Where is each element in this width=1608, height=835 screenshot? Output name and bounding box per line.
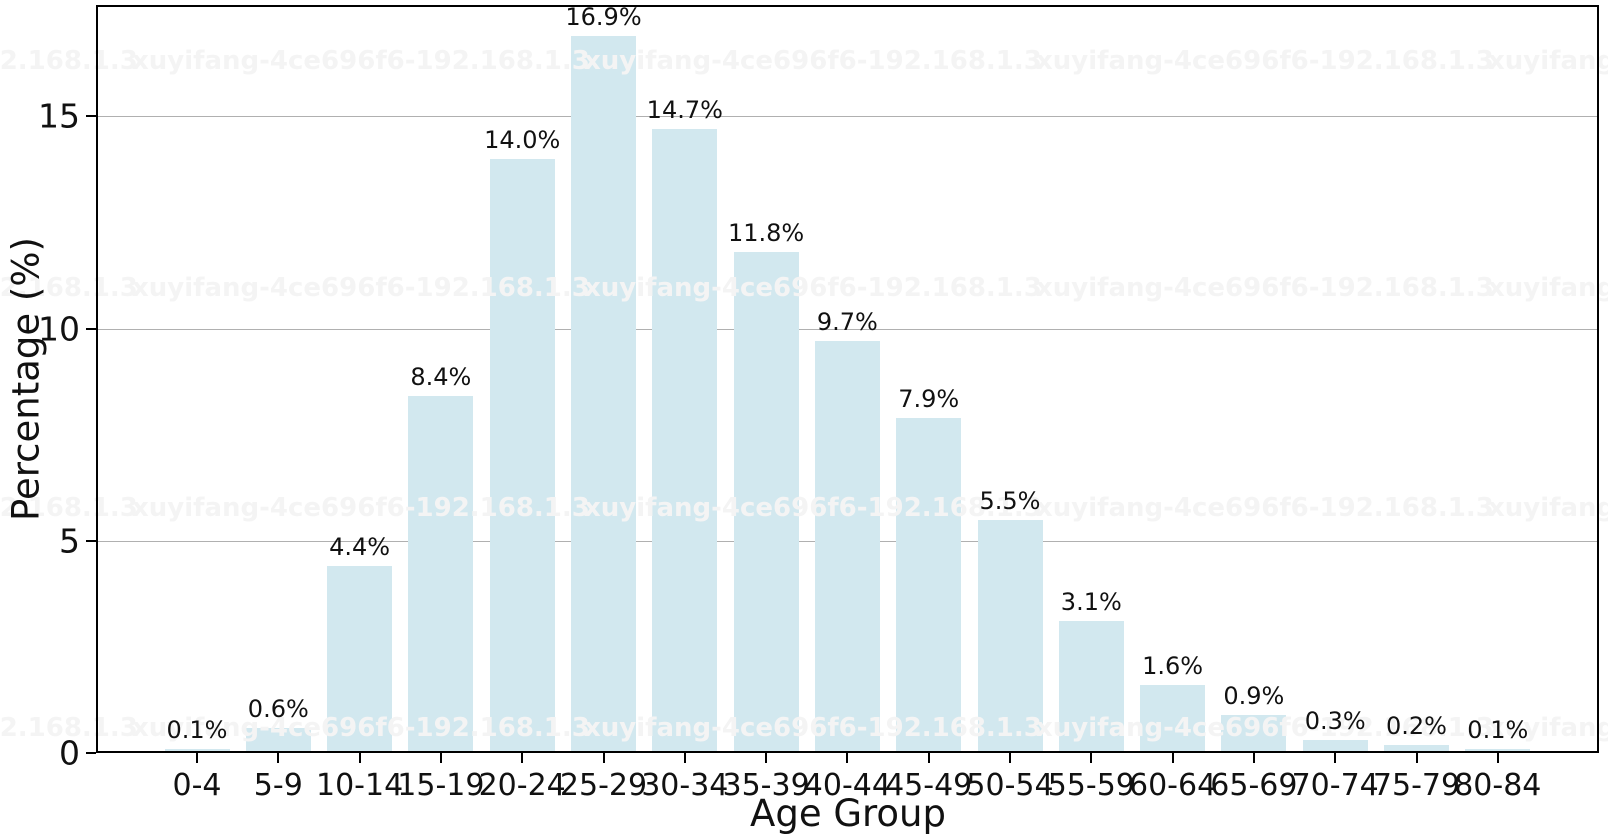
x-tick-mark bbox=[521, 753, 524, 763]
bar-30-34 bbox=[652, 129, 718, 753]
bar-value-label-65-69: 0.9% bbox=[1223, 681, 1285, 710]
x-tick-mark bbox=[602, 753, 605, 763]
gridline-y15 bbox=[96, 116, 1599, 118]
x-tick-label-15-19: 15-19 bbox=[397, 768, 485, 803]
y-tick-label-5: 5 bbox=[59, 521, 80, 561]
x-tick-label-35-39: 35-39 bbox=[722, 768, 810, 803]
bar-70-74 bbox=[1302, 740, 1368, 753]
x-tick-mark bbox=[1171, 753, 1174, 763]
plot-area bbox=[96, 5, 1599, 753]
bar-value-label-35-39: 11.8% bbox=[727, 219, 805, 248]
bar-value-label-5-9: 0.6% bbox=[247, 694, 309, 723]
x-tick-mark bbox=[846, 753, 849, 763]
bar-5-9 bbox=[245, 727, 311, 753]
x-tick-label-0-4: 0-4 bbox=[172, 768, 222, 803]
bar-value-label-75-79: 0.2% bbox=[1386, 711, 1447, 740]
gridline-y10 bbox=[96, 328, 1599, 330]
bar-value-label-10-14: 4.4% bbox=[329, 533, 391, 562]
bar-value-label-25-29: 16.9% bbox=[565, 2, 642, 31]
bar-40-44 bbox=[814, 341, 880, 753]
y-tick-mark bbox=[86, 115, 96, 118]
bar-35-39 bbox=[733, 252, 799, 753]
bar-value-label-15-19: 8.4% bbox=[410, 363, 472, 392]
x-tick-mark bbox=[1496, 753, 1499, 763]
bar-value-label-20-24: 14.0% bbox=[484, 125, 561, 154]
y-axis-title: Percentage (%) bbox=[4, 237, 48, 521]
x-tick-label-70-74: 70-74 bbox=[1291, 768, 1379, 803]
y-tick-label-10: 10 bbox=[38, 309, 80, 348]
bar-45-49 bbox=[896, 417, 962, 753]
bar-25-29 bbox=[571, 35, 636, 753]
bar-value-label-30-34: 14.7% bbox=[646, 95, 723, 124]
bar-60-64 bbox=[1140, 685, 1206, 753]
x-tick-mark bbox=[683, 753, 686, 763]
x-axis-title: Age Group bbox=[750, 792, 946, 835]
bar-value-label-40-44: 9.7% bbox=[816, 308, 878, 337]
bar-50-54 bbox=[977, 519, 1043, 753]
x-tick-mark bbox=[277, 753, 280, 763]
bar-value-label-80-84: 0.1% bbox=[1467, 715, 1529, 744]
bar-0-4 bbox=[164, 748, 230, 753]
x-tick-label-30-34: 30-34 bbox=[641, 768, 729, 803]
x-tick-mark bbox=[1415, 753, 1418, 763]
x-tick-mark bbox=[1090, 753, 1093, 763]
bar-10-14 bbox=[327, 566, 393, 753]
bar-value-label-0-4: 0.1% bbox=[166, 715, 228, 744]
x-tick-label-50-54: 50-54 bbox=[966, 768, 1054, 803]
bar-value-label-55-59: 3.1% bbox=[1060, 588, 1122, 617]
bar-value-label-70-74: 0.3% bbox=[1304, 707, 1366, 736]
bar-value-label-45-49: 7.9% bbox=[898, 384, 960, 413]
x-tick-label-55-59: 55-59 bbox=[1047, 768, 1135, 803]
x-tick-label-60-64: 60-64 bbox=[1129, 768, 1217, 803]
x-tick-mark bbox=[358, 753, 361, 763]
y-tick-label-15: 15 bbox=[38, 96, 80, 136]
bar-value-label-60-64: 1.6% bbox=[1142, 652, 1204, 681]
x-tick-mark bbox=[765, 753, 768, 763]
y-tick-mark bbox=[86, 539, 96, 542]
y-tick-mark bbox=[86, 327, 96, 330]
bar-80-84 bbox=[1465, 748, 1531, 753]
x-tick-label-5-9: 5-9 bbox=[253, 768, 303, 803]
x-tick-label-20-24: 20-24 bbox=[478, 768, 566, 803]
x-tick-label-75-79: 75-79 bbox=[1372, 768, 1461, 803]
bar-20-24 bbox=[489, 158, 555, 753]
x-tick-label-10-14: 10-14 bbox=[316, 768, 404, 803]
bar-55-59 bbox=[1058, 621, 1124, 753]
bar-value-label-50-54: 5.5% bbox=[979, 486, 1041, 515]
x-tick-mark bbox=[927, 753, 930, 763]
x-tick-mark bbox=[196, 753, 198, 763]
x-tick-label-40-44: 40-44 bbox=[803, 768, 891, 803]
x-tick-label-65-69: 65-69 bbox=[1210, 768, 1298, 803]
y-tick-label-0: 0 bbox=[59, 733, 80, 773]
bar-15-19 bbox=[408, 396, 474, 753]
x-tick-label-45-49: 45-49 bbox=[885, 768, 973, 803]
x-tick-label-25-29: 25-29 bbox=[559, 768, 648, 803]
x-tick-mark bbox=[1009, 753, 1011, 763]
x-tick-mark bbox=[1252, 753, 1255, 763]
bar-75-79 bbox=[1384, 744, 1449, 753]
y-tick-mark bbox=[86, 752, 96, 754]
x-tick-label-80-84: 80-84 bbox=[1454, 768, 1542, 803]
x-tick-mark bbox=[1334, 753, 1337, 763]
x-tick-mark bbox=[439, 753, 442, 763]
bar-65-69 bbox=[1221, 714, 1287, 753]
